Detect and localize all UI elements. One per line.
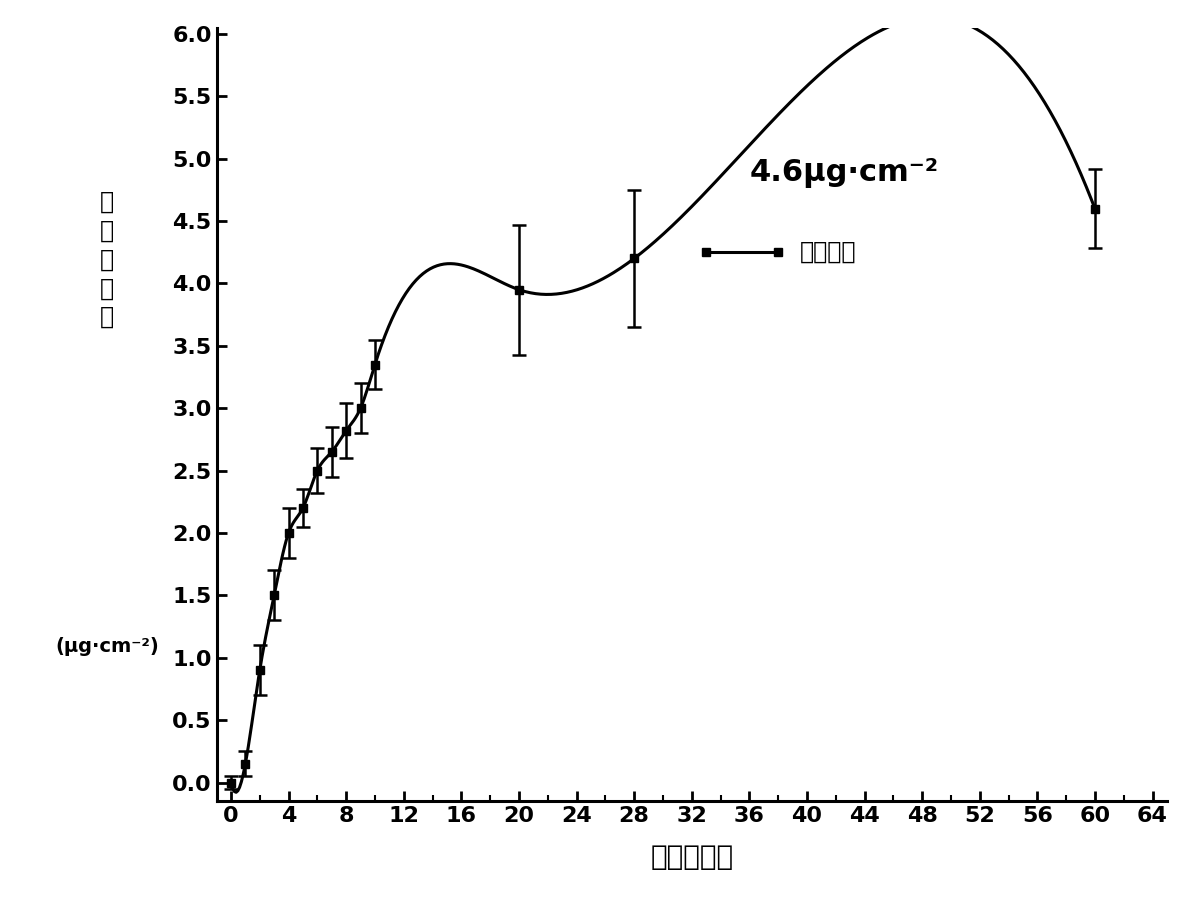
Text: (μg·cm⁻²): (μg·cm⁻²)	[55, 637, 159, 656]
Text: 药
物
释
放
量: 药 物 释 放 量	[100, 191, 114, 329]
Text: 4.6μg·cm⁻²: 4.6μg·cm⁻²	[749, 158, 938, 188]
Text: 药物分布: 药物分布	[800, 240, 857, 264]
X-axis label: 时间（天）: 时间（天）	[650, 843, 734, 870]
